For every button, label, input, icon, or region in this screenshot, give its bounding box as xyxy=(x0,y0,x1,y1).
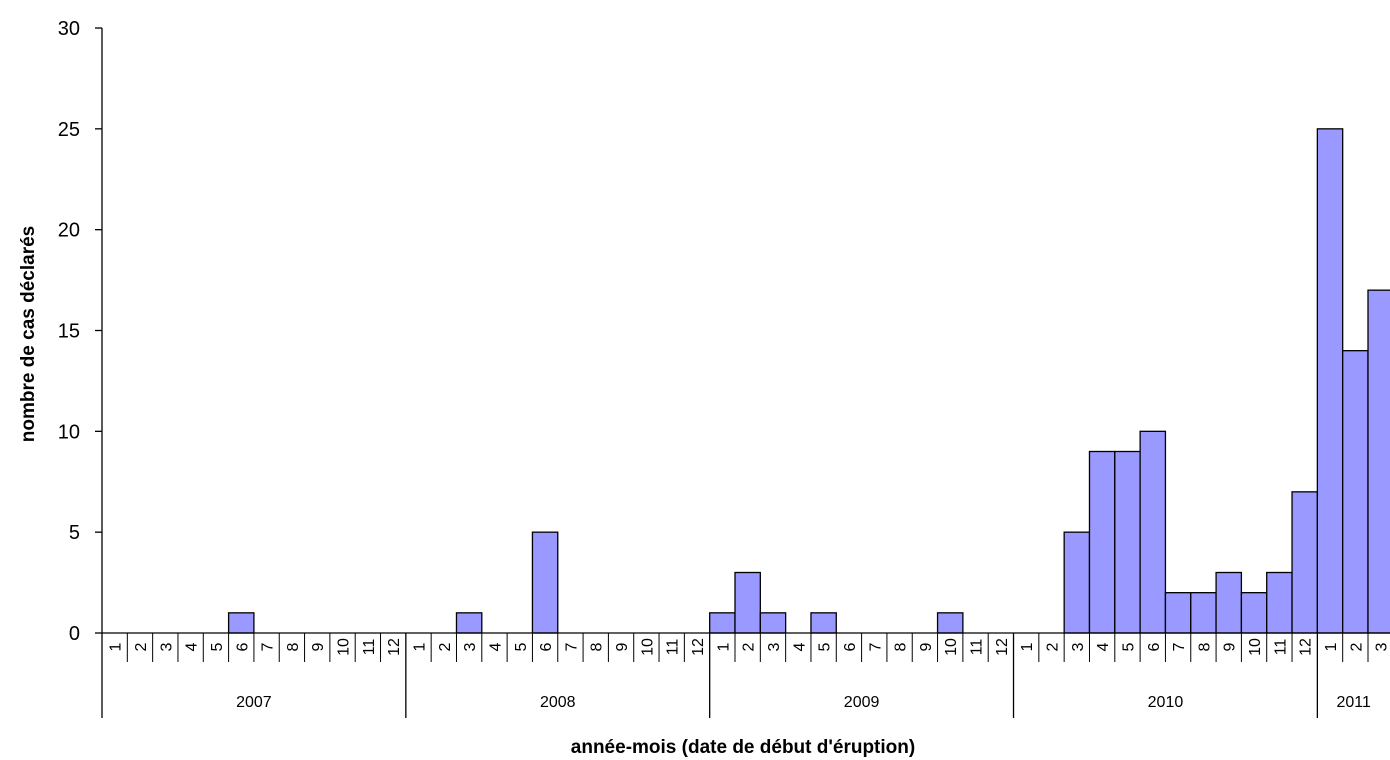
month-label: 9 xyxy=(614,642,631,651)
y-tick-label: 0 xyxy=(69,623,80,645)
bar xyxy=(759,612,787,634)
bar xyxy=(1139,430,1167,634)
bar xyxy=(1367,289,1390,634)
bar xyxy=(734,571,761,634)
y-tick-label: 5 xyxy=(69,522,80,544)
month-label: 7 xyxy=(260,642,277,651)
month-label: 1 xyxy=(108,642,125,651)
month-label: 9 xyxy=(1222,642,1239,651)
month-label: 7 xyxy=(867,642,884,651)
year-label: 2010 xyxy=(1148,694,1184,711)
month-label: 9 xyxy=(918,642,935,651)
month-label: 4 xyxy=(1095,642,1112,651)
month-label: 3 xyxy=(462,642,479,651)
bar xyxy=(1342,350,1369,634)
month-label: 2 xyxy=(741,642,758,651)
month-label: 5 xyxy=(513,642,530,651)
month-label: 12 xyxy=(1298,638,1315,656)
month-label: 11 xyxy=(665,639,682,656)
month-label: 4 xyxy=(791,642,808,651)
month-label: 12 xyxy=(690,638,707,656)
month-label: 4 xyxy=(184,642,201,651)
y-tick-label: 20 xyxy=(58,220,80,242)
bars-group xyxy=(227,128,1390,634)
month-label: 1 xyxy=(715,642,732,651)
bar xyxy=(1215,571,1243,634)
bar xyxy=(1190,592,1217,634)
y-tick-label: 10 xyxy=(58,421,80,443)
month-label: 11 xyxy=(969,639,986,656)
x-axis-title: année-mois (date de début d'éruption) xyxy=(571,737,915,758)
bar xyxy=(227,612,255,634)
month-label: 3 xyxy=(1070,642,1087,651)
month-label: 3 xyxy=(158,642,175,651)
y-tick-label: 30 xyxy=(58,18,80,40)
bar xyxy=(810,612,837,634)
month-label: 6 xyxy=(842,642,859,651)
month-label: 6 xyxy=(538,642,555,651)
month-label: 12 xyxy=(994,638,1011,656)
month-label: 10 xyxy=(1247,638,1264,656)
month-label: 2 xyxy=(1348,642,1365,651)
axes-group xyxy=(95,27,1390,718)
month-label: 1 xyxy=(412,642,429,651)
month-label: 3 xyxy=(766,642,783,651)
month-label: 6 xyxy=(1146,642,1163,651)
month-label: 6 xyxy=(234,642,251,651)
month-label: 11 xyxy=(361,639,378,656)
month-label: 10 xyxy=(336,638,353,656)
month-label: 4 xyxy=(487,642,504,651)
bar xyxy=(1164,592,1192,634)
month-label: 10 xyxy=(639,638,656,656)
month-label: 2 xyxy=(437,642,454,651)
month-label: 10 xyxy=(943,638,960,656)
bar xyxy=(455,612,483,634)
month-label: 12 xyxy=(386,638,403,656)
bar xyxy=(1316,128,1344,634)
month-label: 8 xyxy=(589,642,606,651)
bar xyxy=(709,612,736,634)
year-label: 2008 xyxy=(540,694,576,711)
bar xyxy=(1063,531,1091,634)
month-label: 8 xyxy=(893,642,910,651)
month-label: 5 xyxy=(817,642,834,651)
bar xyxy=(1266,571,1293,634)
y-tick-label: 25 xyxy=(58,119,80,141)
bar xyxy=(1240,592,1268,634)
month-label: 11 xyxy=(1272,639,1289,656)
bar xyxy=(1088,450,1116,634)
year-label: 2009 xyxy=(844,694,880,711)
bar xyxy=(1291,491,1319,634)
month-label: 2 xyxy=(1045,642,1062,651)
month-label: 3 xyxy=(1374,642,1390,651)
month-label: 5 xyxy=(209,642,226,651)
bar xyxy=(936,612,964,634)
month-label: 9 xyxy=(310,642,327,651)
month-label: 8 xyxy=(1196,642,1213,651)
y-axis-title: nombre de cas déclarés xyxy=(18,226,39,443)
month-label: 7 xyxy=(563,642,580,651)
month-label: 8 xyxy=(285,642,302,651)
month-label: 1 xyxy=(1019,642,1036,651)
month-label: 1 xyxy=(1323,642,1340,651)
year-label: 2011 xyxy=(1336,694,1371,711)
bar xyxy=(531,531,559,634)
y-tick-label: 15 xyxy=(58,321,80,343)
month-label: 5 xyxy=(1120,642,1137,651)
bar xyxy=(1114,450,1141,634)
month-label: 2 xyxy=(133,642,150,651)
month-label: 7 xyxy=(1171,642,1188,651)
year-label: 2007 xyxy=(236,694,272,711)
